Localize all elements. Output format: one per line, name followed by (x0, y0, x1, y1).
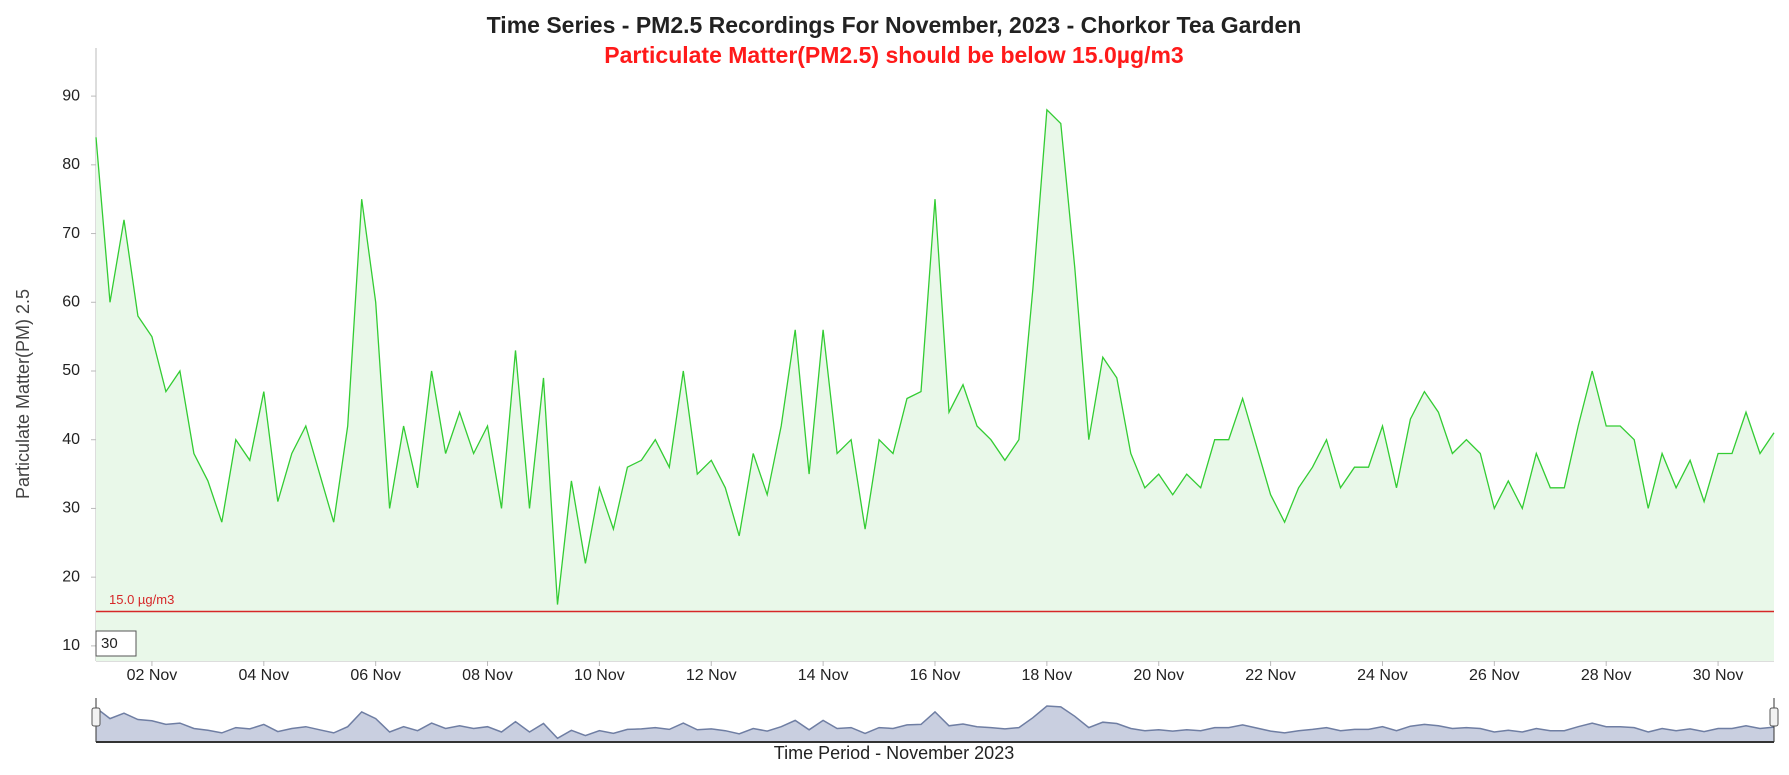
x-tick-label: 30 Nov (1693, 667, 1744, 684)
y-tick-label: 30 (62, 500, 80, 517)
x-tick-label: 12 Nov (686, 667, 737, 684)
area (96, 109, 1774, 662)
navigator-area (96, 706, 1774, 742)
x-tick-label: 14 Nov (798, 667, 849, 684)
chart-subtitle: Particulate Matter(PM2.5) should be belo… (604, 42, 1183, 68)
x-tick-label: 22 Nov (1245, 667, 1296, 684)
x-tick-label: 08 Nov (462, 667, 513, 684)
y-tick-label: 80 (62, 156, 80, 173)
y-tick-label: 20 (62, 568, 80, 585)
navigator-line (95, 705, 1775, 740)
y-axis-title: Particulate Matter(PM) 2.5 (13, 289, 33, 499)
x-axis-title: Time Period - November 2023 (774, 743, 1014, 763)
chart-title: Time Series - PM2.5 Recordings For Novem… (487, 12, 1302, 38)
y-tick-label: 10 (62, 637, 80, 654)
y-tick-label: 60 (62, 293, 80, 310)
range-input-value: 30 (101, 635, 118, 652)
x-tick-label: 02 Nov (127, 667, 178, 684)
y-tick-label: 50 (62, 362, 80, 379)
x-tick-label: 04 Nov (238, 667, 289, 684)
line (95, 108, 1775, 605)
x-tick-label: 20 Nov (1133, 667, 1184, 684)
x-tick-label: 26 Nov (1469, 667, 1520, 684)
reference-label: 15.0 µg/m3 (109, 592, 174, 607)
y-tick-label: 40 (62, 431, 80, 448)
x-tick-label: 24 Nov (1357, 667, 1408, 684)
y-tick-label: 90 (62, 87, 80, 104)
x-tick-label: 10 Nov (574, 667, 625, 684)
x-tick-label: 16 Nov (910, 667, 961, 684)
navigator-handle[interactable] (1769, 707, 1779, 727)
navigator-handle[interactable] (91, 707, 101, 727)
x-tick-label: 28 Nov (1581, 667, 1632, 684)
range-input-box[interactable] (95, 630, 137, 657)
x-tick-label: 06 Nov (350, 667, 401, 684)
x-tick-label: 18 Nov (1022, 667, 1073, 684)
y-tick-label: 70 (62, 225, 80, 242)
